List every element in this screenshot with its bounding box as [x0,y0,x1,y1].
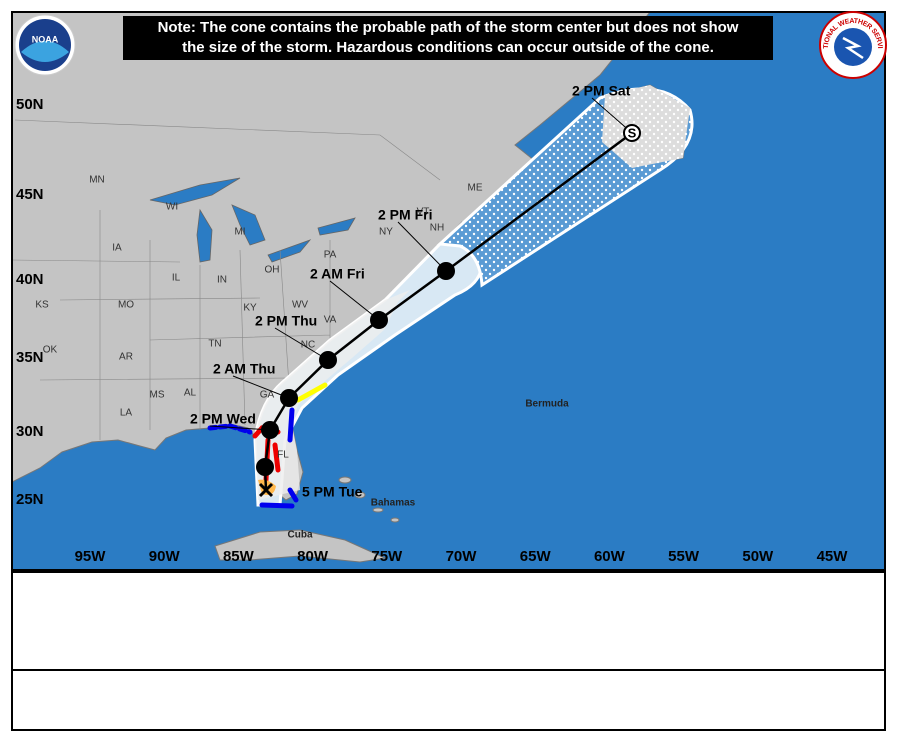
region-label: TN [208,339,221,350]
forecast-point [261,421,279,439]
forecast-point [370,311,388,329]
region-label: AL [184,388,197,399]
lon-label: 95W [75,548,107,565]
region-label: WI [166,202,178,213]
cone-land-shade [255,290,410,500]
note-line: Note: The cone contains the probable pat… [158,19,739,36]
forecast-symbol: S [375,312,384,327]
forecast-point [280,389,298,407]
cone-land-shade [602,85,690,168]
noaa-logo-text: NOAA [32,34,59,44]
lon-label: 50W [742,548,774,565]
region-label: FL [277,450,289,461]
lat-label: 50N [16,96,44,113]
lat-label: 35N [16,349,44,366]
region-label: NY [379,227,393,238]
current-time: 5 PM Tue [302,484,363,500]
region-label: VA [324,315,337,326]
forecast-symbol: S [285,390,294,405]
forecast-time: 2 AM Fri [310,266,365,282]
map-frame [11,11,886,571]
region-label: MN [89,175,105,186]
place-label: Bermuda [525,399,569,410]
region-label: NC [301,340,315,351]
region-label: IL [172,273,181,284]
forecast-symbol: S [266,422,275,437]
forecast-time: 2 PM Wed [190,411,256,427]
lon-label: 65W [520,548,552,565]
lon-label: 85W [223,548,255,565]
forecast-symbol: H [260,459,269,474]
region-label: OK [43,345,58,356]
region-label: IN [217,275,227,286]
forecast-point [623,124,641,142]
lat-label: 30N [16,423,44,440]
lon-label: 75W [371,548,403,565]
place-label: Bahamas [371,498,416,509]
info-panel [11,571,886,731]
place-label: Cuba [288,530,313,541]
forecast-time: 2 PM Fri [378,207,432,223]
land [214,529,387,563]
lon-label: 70W [446,548,478,565]
region-label: WV [292,300,308,311]
region-label: NH [430,223,444,234]
leader-line [397,221,447,272]
leader-line [329,280,380,321]
region-label: ME [468,183,483,194]
region-label: MS [150,390,165,401]
note-box [123,16,773,60]
lon-label: 55W [668,548,700,565]
lon-label: 90W [149,548,181,565]
forecast-time: 2 AM Thu [213,361,275,377]
forecast-symbol: S [628,125,637,140]
region-label: OH [265,265,280,276]
lon-label: 60W [594,548,626,565]
borders [12,119,441,440]
lat-label: 25N [16,491,44,508]
region-label: AR [119,352,133,363]
note-line: the size of the storm. Hazardous conditi… [182,39,714,56]
leader-line [232,375,290,399]
forecast-time: 2 PM Sat [572,83,631,99]
leader-line [209,425,271,431]
region-label: GA [260,390,275,401]
region-label: MI [234,227,245,238]
map [12,12,885,570]
region-label: PA [324,250,337,261]
forecast-point [319,351,337,369]
lat-label: 45N [16,186,44,203]
region-label: LA [120,408,133,419]
region-label: KS [35,300,49,311]
current-position [258,482,274,498]
region-label: IA [112,243,122,254]
region-label: MO [118,300,134,311]
great-lakes [149,177,356,263]
forecast-point [256,458,274,476]
region-label: KY [243,303,257,314]
forecast-symbol: S [442,263,451,278]
noaa-logo: NOAA [14,14,76,76]
forecast-symbol: D [323,352,332,367]
region-label: VT [417,207,430,218]
bahamas [338,476,400,523]
leader-line [274,327,329,361]
lon-label: 45W [817,548,849,565]
forecast-point [437,262,455,280]
lat-label: 40N [16,271,44,288]
forecast-time: 2 PM Thu [255,313,317,329]
lon-label: 80W [297,548,329,565]
